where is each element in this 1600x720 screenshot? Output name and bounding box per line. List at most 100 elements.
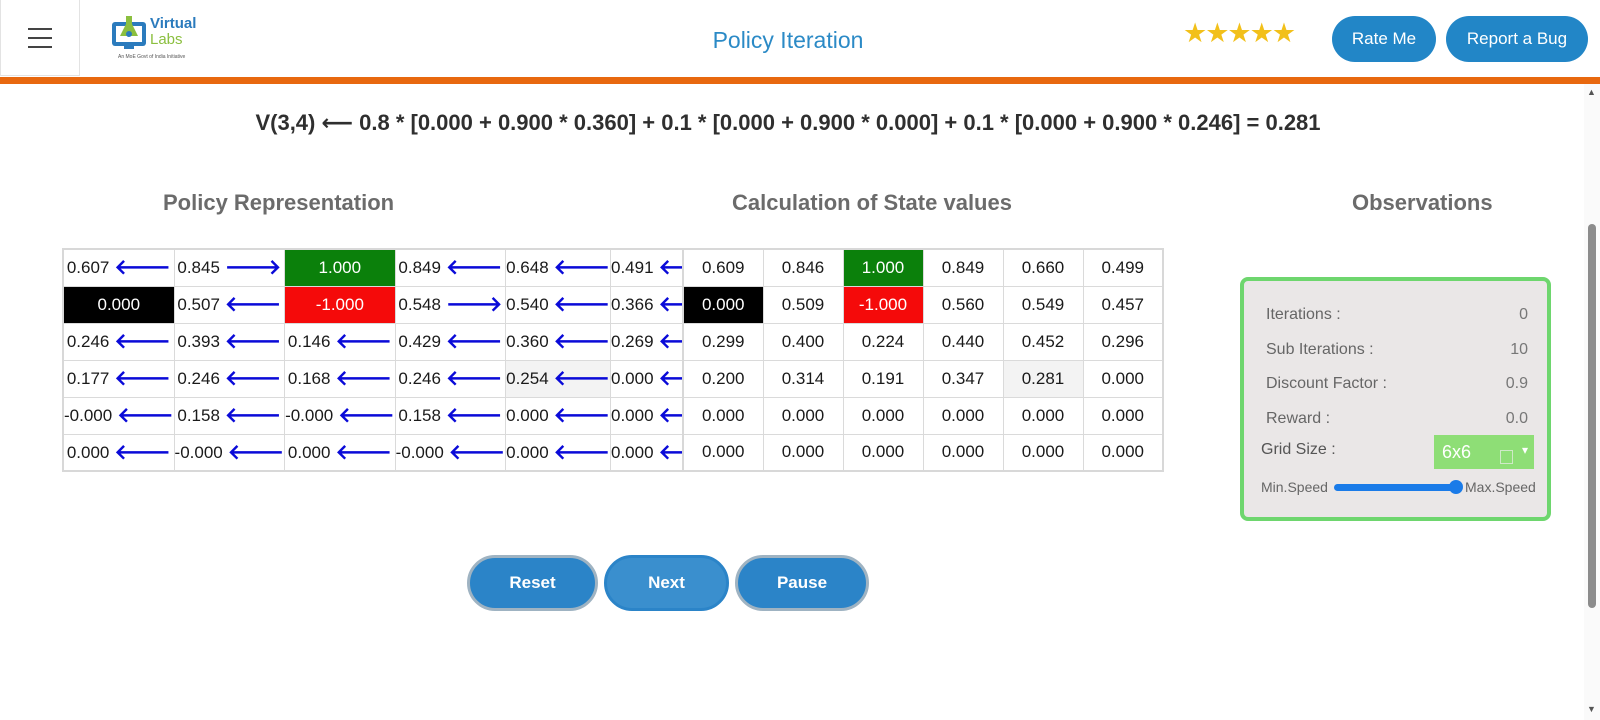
state-cell: 0.000 (762, 396, 844, 435)
arrow-left-icon: 🡐 (553, 440, 610, 464)
state-cell: 0.440 (922, 322, 1004, 361)
max-speed-label: Max.Speed (1465, 479, 1536, 495)
checkbox-square-icon (1500, 450, 1513, 464)
policy-cell-value: -0.000 (64, 406, 113, 425)
state-cell: 0.000 (1002, 433, 1084, 472)
policy-cell: -0.000 🡐 (62, 396, 175, 435)
app-header: Virtual Labs An MoE Govt of India Initia… (0, 0, 1600, 78)
policy-cell: 0.000🡐 (505, 433, 611, 472)
policy-cell-value: 1.000 (318, 257, 362, 277)
pause-button[interactable]: Pause (735, 555, 869, 611)
scroll-up-arrow-icon[interactable]: ▲ (1587, 87, 1596, 97)
chevron-down-icon: ▾ (1521, 443, 1528, 457)
virtual-labs-logo[interactable] (110, 12, 200, 64)
state-cell: 0.560 (922, 285, 1004, 324)
policy-cell-value: 0.000 (506, 406, 549, 425)
policy-cell-value: 0.246 (398, 369, 441, 388)
state-values-grid: 0.609 0.846 1.000 0.849 0.660 0.499 0.000 0.509… (682, 248, 1164, 472)
policy-cell: -0.000 🡐 (394, 433, 507, 472)
state-cell-value: 0.440 (941, 331, 985, 351)
arrow-left-icon: 🡐 (445, 330, 503, 353)
policy-cell-value: 0.000 (97, 294, 141, 314)
arrow-left-icon: 🡐 (553, 330, 610, 353)
policy-cell-value: 0.429 (398, 332, 441, 351)
state-cell: 0.000 (922, 433, 1004, 472)
state-cell-value: 0.281 (1021, 368, 1065, 388)
policy-cell: 0.548 🡒 (394, 285, 507, 324)
state-cell-value: 0.347 (941, 368, 985, 388)
state-cell-value: 0.000 (1101, 405, 1145, 425)
state-cell-value: 0.314 (781, 368, 825, 388)
arrow-left-icon: 🡐 (553, 256, 610, 280)
state-cell-value: 0.000 (1101, 368, 1145, 388)
hamburger-menu-button[interactable] (0, 0, 80, 76)
policy-cell-value: 0.168 (287, 369, 331, 388)
state-values-title: Calculation of State values (732, 190, 1012, 215)
reset-button[interactable]: Reset (467, 555, 598, 611)
bellman-update-equation: V(3,4) ⟵ 0.8 * [0.000 + 0.900 * 0.360] +… (255, 110, 1321, 135)
policy-cell-value: 0.158 (398, 406, 441, 425)
rate-me-button[interactable]: Rate Me (1332, 16, 1436, 62)
state-cell: 0.660 (1002, 248, 1084, 287)
grid-size-select[interactable]: 6x6 ▾ (1434, 435, 1534, 469)
observations-panel: Iterations : 0 Sub Iterations : 10 Disco… (1240, 277, 1551, 521)
policy-cell: 0.000 (62, 285, 175, 324)
arrow-left-icon: 🡐 (335, 367, 392, 390)
arrow-left-icon: 🡐 (224, 293, 282, 316)
policy-cell: 0.540 🡐 (505, 285, 611, 324)
state-cell: 0.000 (842, 433, 924, 472)
state-cell-value: 0.000 (1021, 405, 1065, 425)
state-cell-value: 0.660 (1021, 257, 1065, 277)
state-cell-value: 0.499 (1101, 257, 1145, 277)
state-cell: 0.314 (762, 359, 844, 398)
state-row: 0.000 0.000 0.000 0.000 0.000 0.000 (682, 433, 1164, 472)
state-cell-value: 0.452 (1021, 331, 1065, 351)
arrow-left-icon: 🡐 (335, 330, 392, 353)
reward-value: 0.0 (1505, 410, 1528, 427)
state-cell-value: -1.000 (858, 294, 908, 314)
state-cell: 0.000 (762, 433, 844, 472)
reward-label: Reward : (1266, 410, 1331, 427)
next-button[interactable]: Next (604, 555, 729, 611)
arrow-left-icon: 🡐 (114, 367, 171, 390)
iterations-label: Iterations : (1266, 306, 1341, 323)
policy-cell-value: 0.360 (506, 332, 549, 351)
policy-cell-value: 0.158 (177, 406, 220, 425)
policy-cell: 0.146 🡐 (284, 322, 396, 361)
arrow-left-icon: 🡐 (445, 256, 503, 280)
policy-cell-value: 0.146 (287, 332, 331, 351)
scrollbar-thumb[interactable] (1588, 224, 1596, 608)
state-cell-value: 0.000 (701, 442, 745, 462)
speed-slider[interactable] (1334, 484, 1456, 491)
state-cell-value: 0.000 (1101, 442, 1145, 462)
star-rating-icon[interactable]: ★★★★★ (1183, 18, 1296, 48)
page-title: Policy Iteration (712, 27, 864, 53)
scroll-down-arrow-icon[interactable]: ▼ (1587, 704, 1596, 714)
arrow-left-icon: 🡐 (553, 293, 610, 316)
arrow-left-icon: 🡐 (553, 404, 610, 427)
policy-cell-value: 0.393 (177, 332, 220, 351)
policy-row: -0.000🡐0.158🡐-0.000🡐0.158🡐0.000🡐0.000🡐 (62, 396, 717, 435)
arrow-left-icon: 🡐 (114, 256, 171, 280)
policy-cell: 0.393 🡐 (173, 322, 286, 361)
state-cell: 0.191 (842, 359, 924, 398)
state-cell: 0.000 (1002, 396, 1084, 435)
policy-cell-value: 0.548 (398, 295, 441, 314)
policy-cell-value: 0.540 (506, 295, 549, 314)
policy-cell-value: -0.000 (174, 442, 223, 462)
policy-cell: -1.000 (284, 285, 396, 324)
state-cell: 0.609 (682, 248, 764, 287)
state-cell: 1.000 (842, 248, 924, 287)
speed-slider-thumb[interactable] (1449, 480, 1463, 494)
state-row: 0.000 0.000 0.000 0.000 0.000 0.000 (682, 396, 1164, 435)
state-cell: 0.000 (1082, 433, 1164, 472)
state-cell: 0.299 (682, 322, 764, 361)
policy-cell-value: 0.269 (611, 332, 654, 351)
policy-cell-value: -0.000 (285, 406, 334, 425)
arrow-left-icon: 🡐 (448, 440, 506, 464)
report-bug-button[interactable]: Report a Bug (1446, 16, 1588, 62)
policy-cell-value: 0.000 (611, 442, 654, 462)
arrow-left-icon: 🡐 (224, 404, 282, 427)
